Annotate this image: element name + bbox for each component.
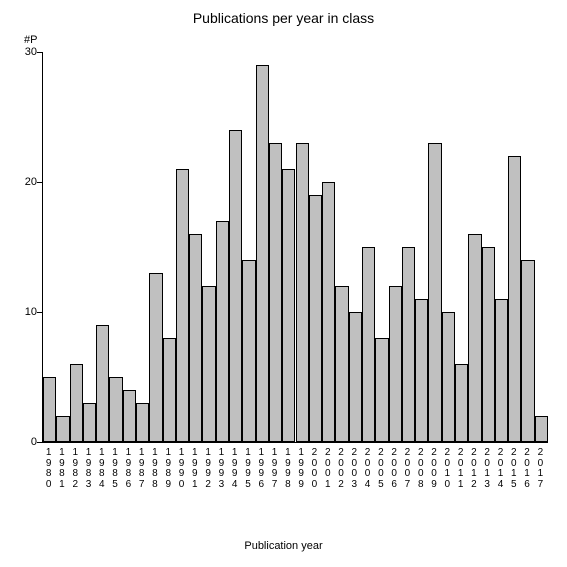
x-tick-label: 1999 <box>295 448 308 490</box>
x-tick-label: 2014 <box>494 448 507 490</box>
y-tick-mark <box>37 182 42 183</box>
x-tick-label: 1985 <box>108 448 121 490</box>
bar <box>282 169 295 442</box>
x-tick-label: 2005 <box>374 448 387 490</box>
bar <box>43 377 56 442</box>
y-tick-label: 10 <box>25 306 37 318</box>
bar <box>242 260 255 442</box>
x-tick-label: 2003 <box>348 448 361 490</box>
x-tick-label: 1991 <box>188 448 201 490</box>
x-tick-label: 2016 <box>520 448 533 490</box>
x-tick-label: 2017 <box>534 448 547 490</box>
bar <box>123 390 136 442</box>
x-tick-label: 2004 <box>361 448 374 490</box>
bar <box>189 234 202 442</box>
bar <box>163 338 176 442</box>
x-tick-label: 2001 <box>321 448 334 490</box>
x-tick-label: 1986 <box>122 448 135 490</box>
x-tick-label: 1988 <box>148 448 161 490</box>
plot-area <box>42 52 548 443</box>
x-tick-label: 1992 <box>201 448 214 490</box>
bar <box>362 247 375 442</box>
bar <box>349 312 362 442</box>
x-tick-label: 1980 <box>42 448 55 490</box>
chart-title: Publications per year in class <box>0 10 567 26</box>
x-tick-label: 1998 <box>281 448 294 490</box>
bar <box>96 325 109 442</box>
bar <box>521 260 534 442</box>
x-tick-label: 2012 <box>467 448 480 490</box>
bar <box>455 364 468 442</box>
x-tick-label: 2006 <box>388 448 401 490</box>
bar <box>149 273 162 442</box>
x-tick-label: 1984 <box>95 448 108 490</box>
chart-container: { "chart": { "type": "bar", "title": "Pu… <box>0 0 567 567</box>
bar <box>495 299 508 442</box>
y-tick-mark <box>37 52 42 53</box>
bar <box>322 182 335 442</box>
bar <box>202 286 215 442</box>
x-tick-label: 1994 <box>228 448 241 490</box>
x-tick-label: 1989 <box>162 448 175 490</box>
bar <box>216 221 229 442</box>
y-tick-label: 30 <box>25 46 37 58</box>
x-tick-label: 2013 <box>481 448 494 490</box>
y-tick-mark <box>37 312 42 313</box>
y-tick-label: 20 <box>25 176 37 188</box>
y-tick-mark <box>37 442 42 443</box>
x-tick-label: 2000 <box>308 448 321 490</box>
bar <box>375 338 388 442</box>
x-tick-label: 1982 <box>69 448 82 490</box>
x-tick-label: 1996 <box>255 448 268 490</box>
bar <box>335 286 348 442</box>
x-tick-label: 2011 <box>454 448 467 490</box>
bar <box>176 169 189 442</box>
x-tick-label: 1993 <box>215 448 228 490</box>
y-axis-unit-label: #P <box>24 34 37 46</box>
bar <box>256 65 269 442</box>
x-tick-label: 2008 <box>414 448 427 490</box>
bar <box>70 364 83 442</box>
x-tick-label: 1997 <box>268 448 281 490</box>
bar <box>136 403 149 442</box>
bar <box>508 156 521 442</box>
bar <box>535 416 548 442</box>
x-tick-label: 1987 <box>135 448 148 490</box>
bar <box>109 377 122 442</box>
bar <box>309 195 322 442</box>
x-tick-label: 1995 <box>241 448 254 490</box>
bar <box>442 312 455 442</box>
bar <box>296 143 309 442</box>
bar <box>229 130 242 442</box>
x-tick-label: 1981 <box>55 448 68 490</box>
bar <box>468 234 481 442</box>
x-tick-label: 2010 <box>441 448 454 490</box>
bar <box>402 247 415 442</box>
x-tick-label: 1990 <box>175 448 188 490</box>
bar <box>415 299 428 442</box>
x-tick-label: 2009 <box>427 448 440 490</box>
x-tick-label: 2015 <box>507 448 520 490</box>
bar <box>83 403 96 442</box>
x-tick-label: 1983 <box>82 448 95 490</box>
bar <box>389 286 402 442</box>
x-tick-label: 2002 <box>334 448 347 490</box>
x-axis-label: Publication year <box>0 540 567 552</box>
x-tick-label: 2007 <box>401 448 414 490</box>
bar <box>482 247 495 442</box>
bar <box>269 143 282 442</box>
bar <box>428 143 441 442</box>
bar <box>56 416 69 442</box>
